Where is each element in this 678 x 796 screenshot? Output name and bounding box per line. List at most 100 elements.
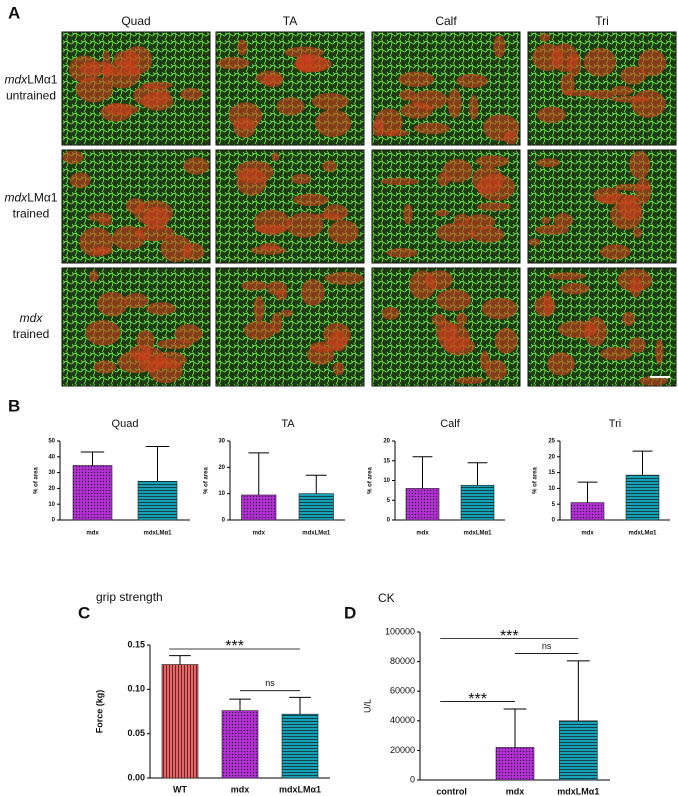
micrograph-region xyxy=(611,95,650,103)
y-tick-label: 0 xyxy=(410,774,415,784)
error-bar xyxy=(467,462,488,486)
micrograph-region xyxy=(280,309,294,317)
micrograph-region xyxy=(629,150,651,179)
micrograph-region xyxy=(456,73,488,88)
micrograph-region xyxy=(235,160,274,184)
micrograph-region xyxy=(470,226,505,243)
micrograph-region xyxy=(637,49,667,77)
micrograph-region xyxy=(485,359,508,381)
error-bar xyxy=(577,481,598,503)
micrograph-region xyxy=(503,130,519,145)
significance-label: *** xyxy=(468,691,487,708)
y-axis-label: U/L xyxy=(362,699,372,713)
micrograph-region xyxy=(403,203,413,225)
x-tick-label: mdxLMα1 xyxy=(143,531,172,537)
micrograph-region xyxy=(600,347,633,361)
micrograph-region xyxy=(386,247,418,258)
micrograph-region xyxy=(291,173,312,185)
micrograph-region xyxy=(628,337,646,353)
micrograph-region xyxy=(143,206,170,231)
error-bar xyxy=(503,708,527,748)
micrograph-region xyxy=(333,362,345,376)
micrograph-region xyxy=(639,376,668,386)
micrograph-region xyxy=(380,177,419,186)
panel-letter: C xyxy=(78,603,90,622)
y-tick-label: 60000 xyxy=(390,686,415,696)
micrograph-region xyxy=(180,87,203,101)
micrograph-region xyxy=(256,70,283,86)
micrograph xyxy=(528,150,676,263)
micrograph-region xyxy=(183,157,210,175)
y-tick-label: 0 xyxy=(222,518,226,524)
micrograph-region xyxy=(494,327,518,354)
micrograph-region xyxy=(123,293,149,309)
micrograph-region xyxy=(93,360,117,374)
micrograph-region xyxy=(551,43,579,72)
bar-texture xyxy=(461,485,494,520)
micrograph-region xyxy=(295,54,328,73)
y-tick-label: 25 xyxy=(548,439,555,445)
y-tick-label: 20000 xyxy=(390,745,415,755)
error-bar xyxy=(566,660,590,721)
x-tick-label: mdxLMα1 xyxy=(279,784,321,794)
micrograph-region xyxy=(271,152,280,162)
chart-title: CK xyxy=(378,591,395,605)
y-tick-label: 0.15 xyxy=(127,639,145,649)
micrograph-region xyxy=(528,238,541,246)
y-tick-label: 40000 xyxy=(390,715,415,725)
micrograph-region xyxy=(398,71,435,88)
micrograph-region xyxy=(583,47,617,77)
micrograph-region xyxy=(322,160,338,173)
micrograph-region xyxy=(543,290,553,317)
micrograph-region xyxy=(436,288,472,312)
micrograph-region xyxy=(136,330,155,351)
y-tick-label: 5 xyxy=(387,498,391,504)
y-tick-label: 10 xyxy=(218,491,225,497)
y-axis-label: % of area xyxy=(533,467,539,494)
micrograph-region xyxy=(413,122,451,135)
y-tick-label: 30 xyxy=(48,470,55,476)
bar-texture xyxy=(571,502,604,520)
micrograph-region xyxy=(313,213,342,220)
panel-letter: A xyxy=(8,3,20,22)
micrograph-region xyxy=(292,193,329,207)
error-bar xyxy=(632,450,653,476)
column-label: Quad xyxy=(121,14,150,28)
micrograph-region xyxy=(85,320,121,346)
bar-texture xyxy=(406,488,439,520)
micrograph-shade xyxy=(527,31,677,146)
row-label: trained xyxy=(13,327,50,341)
significance-label: ns xyxy=(542,641,552,651)
micrograph-shade xyxy=(527,267,677,387)
significance-label: *** xyxy=(225,638,244,655)
x-tick-label: mdx xyxy=(416,531,429,537)
y-tick-label: 15 xyxy=(548,470,555,476)
micrograph-shade xyxy=(527,149,677,264)
significance-label: *** xyxy=(500,628,519,645)
micrograph-region xyxy=(455,376,486,384)
y-tick-label: 20 xyxy=(218,465,225,471)
column-label: Calf xyxy=(435,14,457,28)
micrograph-region xyxy=(276,97,305,116)
micrograph-region xyxy=(456,312,468,326)
chart-title: grip strength xyxy=(96,590,163,604)
chart-title: Quad xyxy=(112,418,139,430)
chart-title: Tri xyxy=(609,418,621,430)
micrograph-region xyxy=(632,227,643,238)
y-axis-label: % of area xyxy=(204,467,210,494)
bar-texture xyxy=(138,481,177,520)
micrograph-region xyxy=(481,297,518,320)
micrograph-shade xyxy=(61,31,211,146)
column-label: TA xyxy=(283,14,297,28)
y-tick-label: 0.10 xyxy=(127,684,145,694)
y-axis-label: % of area xyxy=(368,467,374,494)
micrograph-region xyxy=(275,289,288,301)
micrograph-region xyxy=(233,117,256,138)
micrograph-region xyxy=(493,35,506,58)
micrograph-region xyxy=(241,280,268,291)
x-tick-label: mdx xyxy=(506,786,525,796)
micrograph-shade xyxy=(371,149,521,264)
micrograph-region xyxy=(477,202,511,211)
micrograph-region xyxy=(468,95,479,120)
micrograph-region xyxy=(465,214,496,230)
